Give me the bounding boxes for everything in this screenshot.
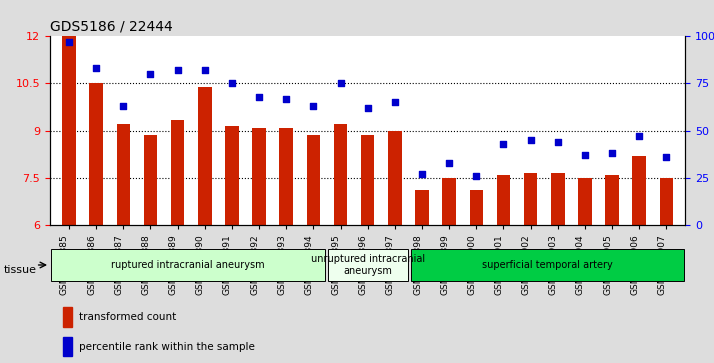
Bar (171, 120, 184, 225)
Point (525, 137, 536, 143)
Point (416, 171, 428, 177)
FancyBboxPatch shape (328, 249, 408, 281)
Bar (633, 156, 646, 225)
Point (308, 103, 319, 109)
Bar (578, 178, 592, 225)
Bar (279, 127, 293, 225)
Bar (605, 175, 619, 225)
Point (606, 150, 618, 156)
Point (660, 154, 672, 160)
Text: unruptured intracranial
aneurysm: unruptured intracranial aneurysm (311, 254, 425, 276)
Point (172, 68, 183, 73)
Point (199, 68, 211, 73)
Bar (63, 307, 72, 327)
Bar (62, 36, 76, 225)
Point (362, 105, 373, 111)
Point (226, 81, 238, 86)
Bar (63, 337, 72, 356)
Point (253, 94, 265, 99)
Point (443, 160, 455, 166)
Bar (116, 125, 130, 225)
FancyBboxPatch shape (51, 249, 325, 281)
Point (281, 96, 292, 102)
Point (118, 103, 129, 109)
Bar (225, 126, 238, 225)
Bar (470, 191, 483, 225)
Bar (551, 173, 565, 225)
Bar (89, 83, 103, 225)
Text: superficial temporal artery: superficial temporal artery (482, 260, 613, 270)
Bar (333, 125, 347, 225)
Bar (524, 173, 538, 225)
Point (91, 65, 102, 71)
Text: ruptured intracranial aneurysm: ruptured intracranial aneurysm (111, 260, 265, 270)
Bar (388, 131, 402, 225)
Text: transformed count: transformed count (79, 312, 176, 322)
Bar (306, 135, 320, 225)
Bar (144, 135, 157, 225)
Point (579, 152, 590, 158)
FancyBboxPatch shape (411, 249, 684, 281)
Bar (252, 127, 266, 225)
Bar (416, 191, 429, 225)
Point (471, 173, 482, 179)
Text: tissue: tissue (4, 265, 36, 276)
Point (145, 71, 156, 77)
Point (64, 39, 75, 45)
Bar (198, 87, 211, 225)
Bar (497, 175, 511, 225)
Point (335, 81, 346, 86)
Bar (361, 135, 375, 225)
Bar (443, 178, 456, 225)
Point (552, 139, 563, 145)
Bar (660, 178, 673, 225)
Point (389, 99, 401, 105)
Point (633, 134, 645, 139)
Text: GDS5186 / 22444: GDS5186 / 22444 (50, 20, 173, 34)
Point (498, 141, 509, 147)
Text: percentile rank within the sample: percentile rank within the sample (79, 342, 254, 352)
